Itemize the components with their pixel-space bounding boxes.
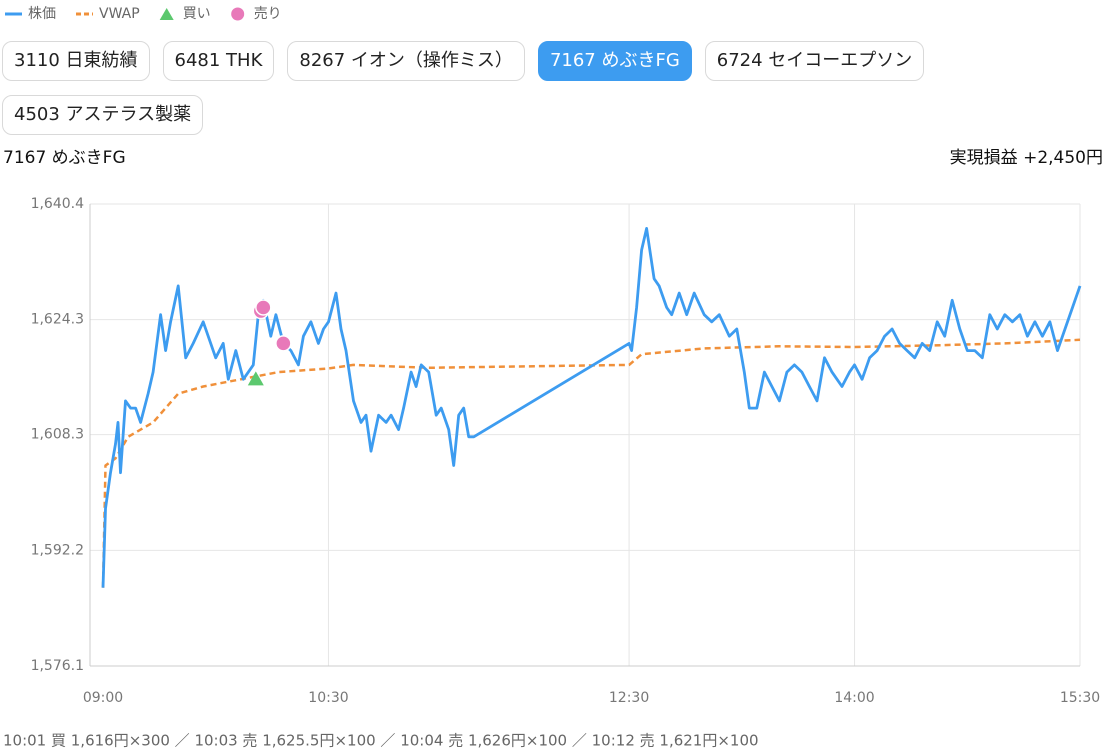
vwap-line [101,338,1081,588]
y-tick-label: 1,624.3 [31,312,84,328]
legend-label: VWAP [99,6,140,22]
stock-tab[interactable]: 6481 THK [162,41,275,81]
x-tick-label: 15:30 [1060,690,1100,706]
legend-label: 株価 [28,6,56,22]
y-tick-label: 1,608.3 [31,427,84,443]
stock-tab[interactable]: 8267 イオン（操作ミス） [287,41,525,81]
y-tick-label: 1,592.2 [31,542,84,558]
price-line [101,227,1082,588]
x-tick-label: 09:00 [83,690,123,706]
y-tick-label: 1,576.1 [31,658,84,674]
legend-swatch [231,7,245,21]
sell-marker [255,299,272,316]
x-tick-label: 10:30 [308,690,348,706]
chart-title: 7167 めぶきFG [3,148,126,168]
stock-tab[interactable]: 3110 日東紡績 [2,41,150,81]
tab-bar: 3110 日東紡績 6481 THK 8267 イオン（操作ミス） 7167 めぶきF… [2,41,1012,135]
legend-swatch [159,8,174,20]
stock-tab[interactable]: 4503 アステラス製薬 [2,95,204,135]
buy-marker [247,371,264,386]
stock-tab[interactable]: 6724 セイコーエプソン [704,41,925,81]
stock-tab[interactable]: 7167 めぶきFG [537,41,692,81]
x-tick-label: 12:30 [609,690,649,706]
y-tick-label: 1,640.4 [31,196,85,212]
sell-marker [275,335,292,352]
x-tick-label: 14:00 [834,690,874,706]
legend-label: 買い [183,6,211,22]
realized-pnl: 実現損益 +2,450円 [950,148,1103,168]
trade-log: 10:01 買 1,616円×300 ／ 10:03 売 1,625.5円×10… [3,732,759,750]
legend-label: 売り [254,6,282,22]
